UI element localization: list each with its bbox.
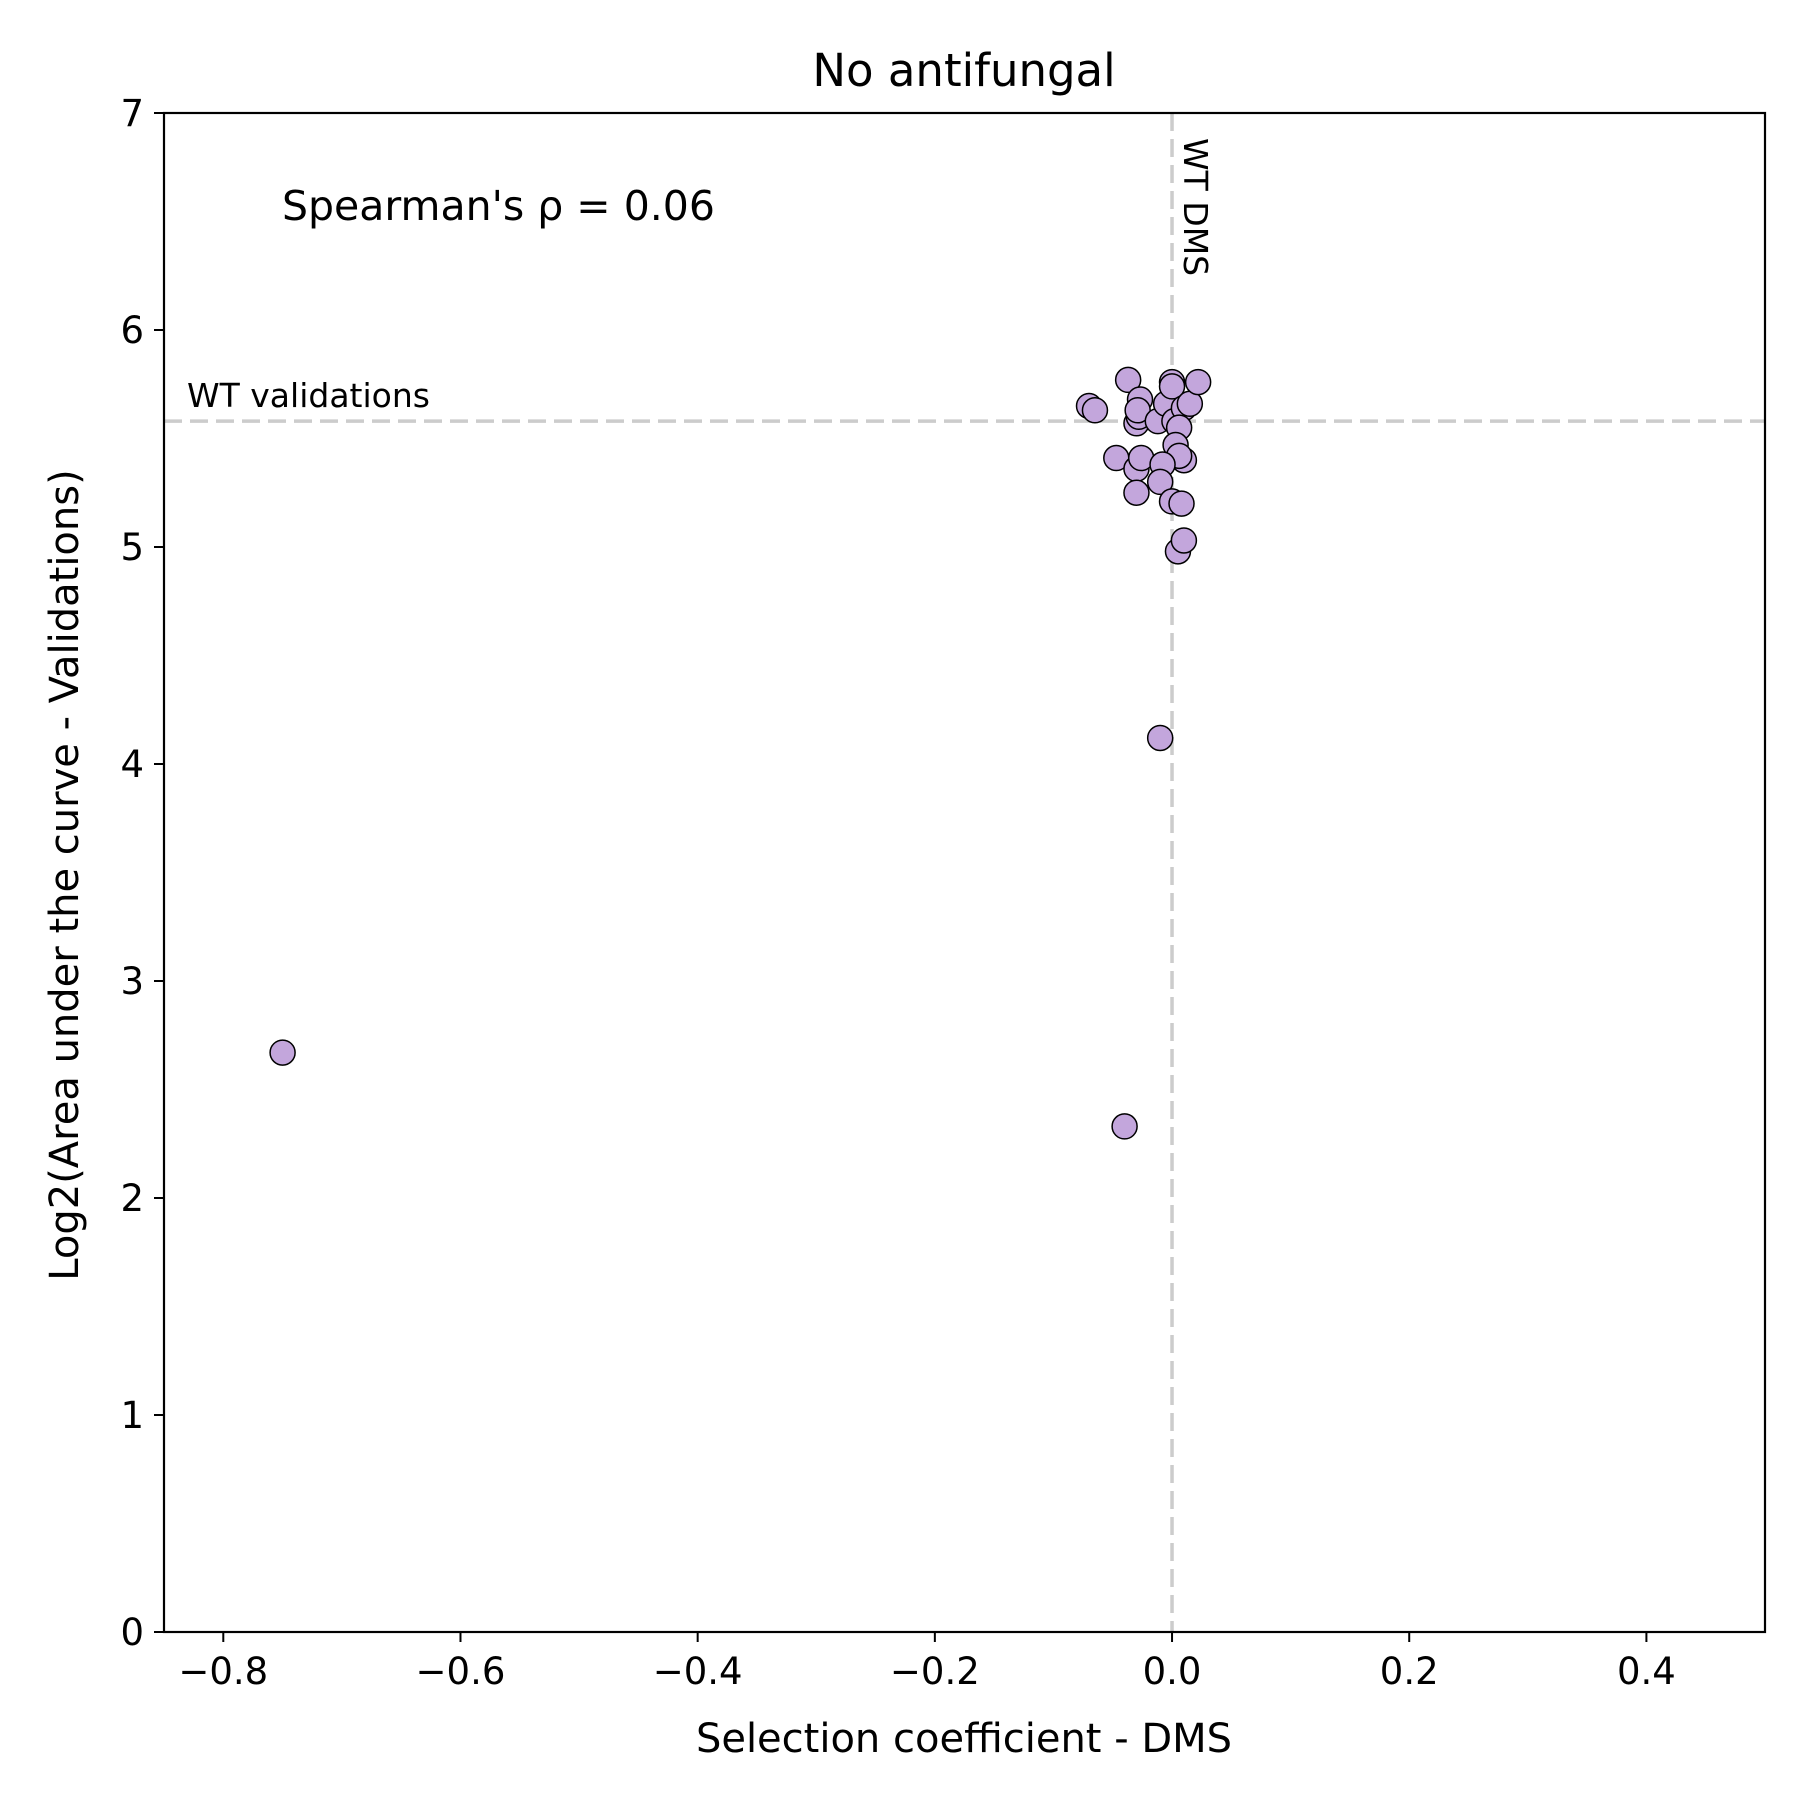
y-tick-label: 1 — [120, 1394, 144, 1437]
x-tick-label: −0.4 — [653, 1650, 743, 1693]
wt-dms-label: WT DMS — [1176, 138, 1215, 276]
data-point — [1124, 397, 1151, 424]
data-point — [1146, 724, 1174, 752]
wt-validations-label: WT validations — [187, 376, 430, 415]
y-tick-label: 3 — [120, 960, 144, 1003]
data-point — [1114, 366, 1142, 394]
y-tick-label: 2 — [120, 1177, 144, 1220]
axes: −0.8 −0.6 −0.4 −0.2 0.0 0.2 0.4 0 1 2 3 4 5 6 7 — [120, 92, 1767, 1693]
data-point — [1168, 490, 1195, 517]
x-tick-label: 0.2 — [1380, 1650, 1439, 1693]
data-points — [269, 366, 1212, 1140]
x-tick-label: −0.6 — [416, 1650, 506, 1693]
data-point — [269, 1039, 296, 1066]
data-point — [1170, 527, 1198, 554]
data-point — [1111, 1113, 1138, 1140]
y-axis-title: Log2(Area under the curve - Validations) — [42, 469, 88, 1280]
y-tick-label: 0 — [120, 1611, 144, 1654]
y-tick-label: 7 — [120, 92, 144, 135]
data-point — [1158, 373, 1186, 400]
x-tick-label: −0.2 — [890, 1650, 980, 1693]
x-axis-title: Selection coefficient - DMS — [696, 1716, 1232, 1762]
reference-lines: WT validations WT DMS — [164, 113, 1765, 1632]
data-point — [1123, 479, 1150, 506]
y-tick-label: 6 — [120, 309, 144, 352]
data-point — [1184, 368, 1212, 396]
x-tick-label: 0.0 — [1143, 1650, 1202, 1693]
plot-frame — [162, 111, 1767, 1634]
chart-title: No antifungal — [812, 44, 1115, 97]
data-point — [1146, 468, 1174, 496]
y-tick-label: 4 — [120, 743, 144, 786]
x-tick-label: 0.4 — [1617, 1650, 1676, 1693]
spearman-annotation: Spearman's ρ = 0.06 — [282, 182, 715, 230]
data-point — [1081, 397, 1109, 424]
x-tick-label: −0.8 — [178, 1650, 268, 1693]
y-tick-label: 5 — [120, 526, 144, 569]
